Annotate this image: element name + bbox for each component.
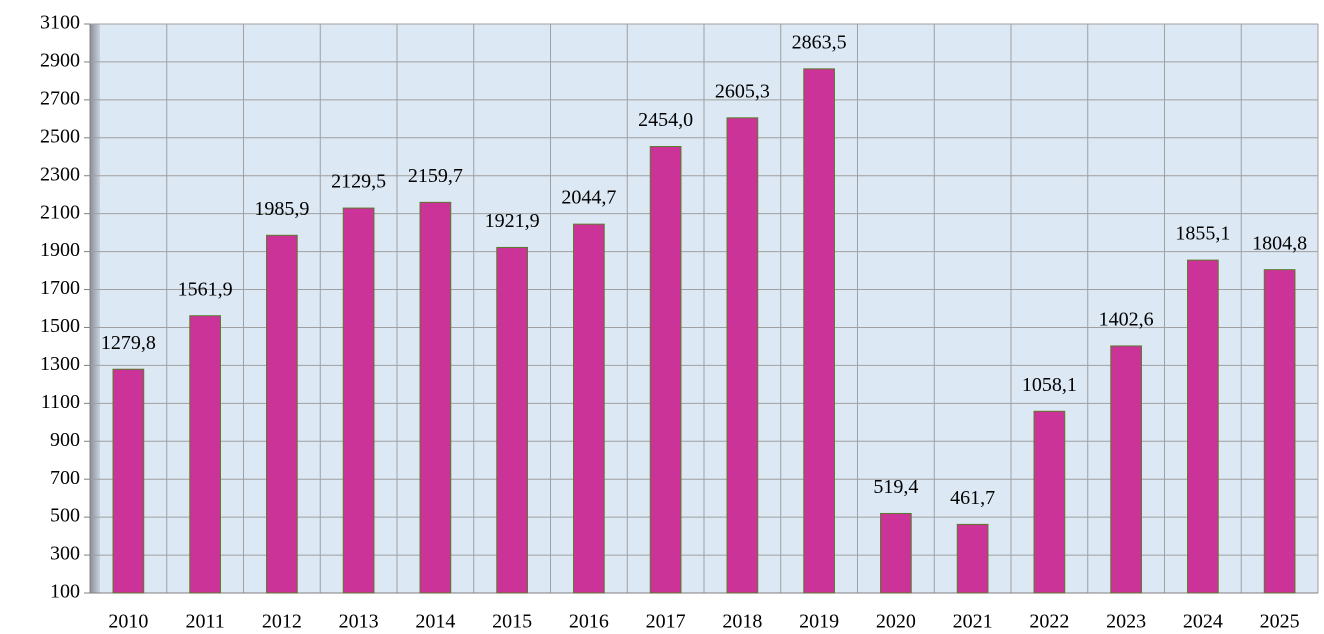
bar <box>880 512 912 594</box>
value-label: 519,4 <box>873 476 918 498</box>
y-tick-label: 100 <box>50 581 80 603</box>
y-tick-label: 1500 <box>40 315 80 337</box>
value-label: 2863,5 <box>792 31 847 53</box>
x-tick-label: 2023 <box>1106 611 1146 633</box>
y-tick-label: 2700 <box>40 87 80 109</box>
bar <box>342 207 375 594</box>
side-wall <box>90 24 100 593</box>
y-tick-label: 300 <box>50 543 80 565</box>
x-tick-label: 2020 <box>876 611 916 633</box>
value-label: 2605,3 <box>715 80 770 102</box>
value-label: 1855,1 <box>1175 223 1230 245</box>
x-tick-label: 2014 <box>415 611 455 633</box>
x-tick-label: 2019 <box>799 611 839 633</box>
value-label: 1804,8 <box>1252 232 1307 254</box>
bar <box>419 201 452 594</box>
bar <box>1263 269 1296 594</box>
y-tick-label: 2500 <box>40 125 80 147</box>
bar <box>803 68 835 594</box>
x-tick-label: 2016 <box>569 611 609 633</box>
y-tick-label: 2900 <box>40 50 80 72</box>
value-label: 1058,1 <box>1022 374 1077 396</box>
y-tick-label: 2100 <box>40 201 80 223</box>
y-tick-label: 900 <box>50 429 80 451</box>
value-label: 1921,9 <box>485 210 540 232</box>
x-tick-label: 2021 <box>953 611 993 633</box>
value-label: 2044,7 <box>561 187 616 209</box>
value-label: 2129,5 <box>331 171 386 193</box>
x-tick-label: 2024 <box>1183 611 1223 633</box>
y-tick-label: 700 <box>50 467 80 489</box>
x-tick-label: 2017 <box>646 611 686 633</box>
x-tick-label: 2012 <box>262 611 302 633</box>
bar <box>1033 410 1066 594</box>
x-tick-label: 2018 <box>722 611 762 633</box>
bar <box>1187 259 1219 594</box>
x-tick-label: 2015 <box>492 611 532 633</box>
bar <box>189 315 221 594</box>
bar <box>649 146 682 594</box>
y-tick-label: 1300 <box>40 353 80 375</box>
bar <box>112 368 145 594</box>
y-tick-label: 3100 <box>40 12 80 34</box>
y-tick-label: 1700 <box>40 277 80 299</box>
value-label: 2454,0 <box>638 109 693 131</box>
value-label: 461,7 <box>950 487 995 509</box>
x-tick-label: 2013 <box>339 611 379 633</box>
bar <box>726 117 759 594</box>
bar <box>1110 345 1142 594</box>
value-label: 2159,7 <box>408 165 463 187</box>
bar <box>266 234 298 594</box>
value-label: 1561,9 <box>178 278 233 300</box>
x-tick-label: 2022 <box>1029 611 1069 633</box>
bar <box>956 523 989 594</box>
bar <box>573 223 605 594</box>
value-label: 1279,8 <box>101 332 156 354</box>
y-tick-label: 500 <box>50 505 80 527</box>
x-tick-label: 2025 <box>1260 611 1300 633</box>
y-tick-label: 1100 <box>41 391 80 413</box>
x-tick-label: 2010 <box>108 611 148 633</box>
x-tick-label: 2011 <box>185 611 224 633</box>
value-label: 1402,6 <box>1099 309 1154 331</box>
y-tick-label: 2300 <box>40 163 80 185</box>
bar <box>496 246 528 594</box>
y-tick-label: 1900 <box>40 239 80 261</box>
value-label: 1985,9 <box>254 198 309 220</box>
